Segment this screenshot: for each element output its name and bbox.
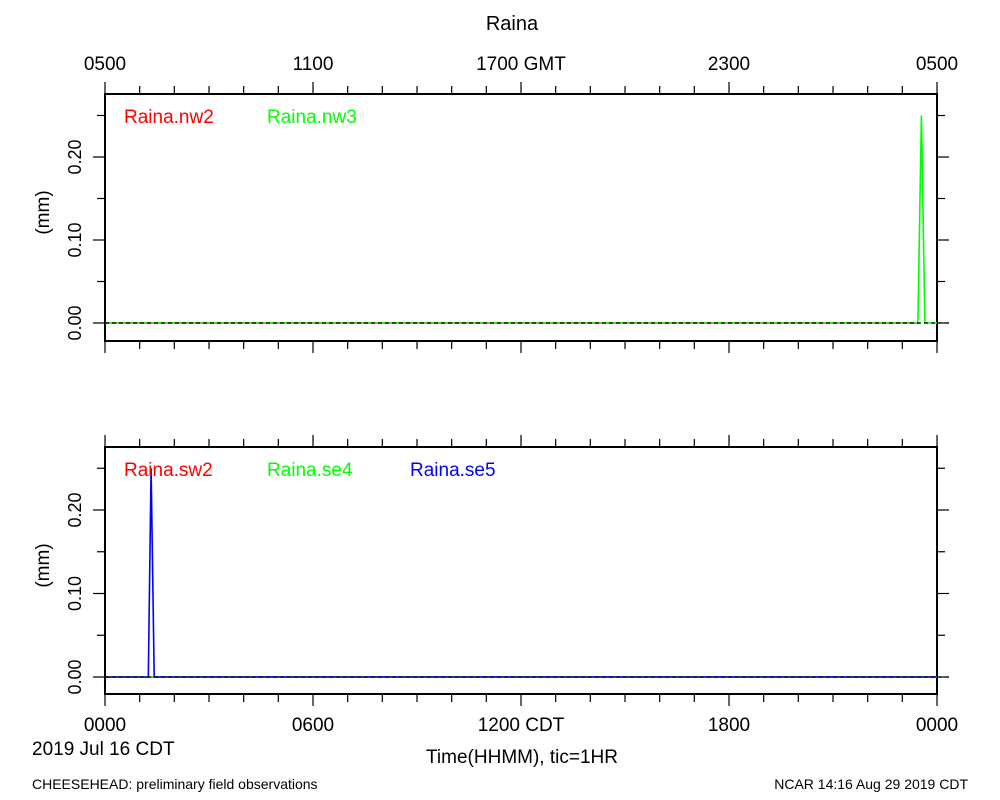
- series-line-Raina.se5: [105, 468, 937, 678]
- top-tick-label: 0500: [84, 54, 126, 75]
- plot-frame: [104, 93, 938, 342]
- y-tick-label: 0.00: [65, 659, 85, 694]
- bottom-tick-label: 0000: [916, 715, 958, 736]
- footer-right: NCAR 14:16 Aug 29 2019 CDT: [774, 776, 968, 792]
- footer-left: CHEESEHEAD: preliminary field observatio…: [32, 776, 318, 792]
- y-axis-label: (mm): [33, 190, 54, 234]
- bottom-tick-label: 1200 CDT: [478, 715, 565, 736]
- top-axis-tick-labels: 0500 1100 1700 GMT 2300 0500: [84, 54, 958, 75]
- series-line-Raina.nw3: [105, 115, 937, 324]
- y-tick-label: 0.00: [65, 305, 85, 340]
- date-label: 2019 Jul 16 CDT: [32, 739, 175, 760]
- panel-1: 0.00 0.10 0.20 (mm) Raina.nw2 Raina.nw3: [33, 82, 949, 353]
- panel-2: 0.00 0.10 0.20 (mm) Raina.sw2 Raina.se4 Raina.…: [33, 435, 949, 706]
- bottom-tick-label: 1800: [708, 715, 750, 736]
- y-tick-label: 0.10: [65, 222, 85, 257]
- chart-title: Raina: [486, 13, 539, 35]
- top-tick-label: 0500: [916, 54, 958, 75]
- top-tick-label: 1700 GMT: [476, 54, 566, 75]
- panels: 0.000.100.20(mm)Raina.nw2 Raina.nw30.000.…: [33, 82, 949, 706]
- y-tick-label: 0.10: [65, 576, 85, 611]
- y-tick-label: 0.20: [65, 492, 85, 527]
- legend-entry: Raina.se4: [267, 460, 353, 481]
- top-tick-label: 1100: [293, 54, 334, 75]
- x-axis-label: Time(HHMM), tic=1HR: [426, 747, 618, 768]
- plot-frame: [104, 446, 938, 695]
- legend-entry: Raina.nw2: [124, 107, 214, 128]
- y-tick-label: 0.20: [65, 139, 85, 174]
- legend-entry: Raina.sw2: [124, 460, 213, 481]
- y-axis-label: (mm): [33, 543, 54, 587]
- top-tick-label: 2300: [708, 54, 750, 75]
- bottom-axis-tick-labels: 0000 0600 1200 CDT 1800 0000: [84, 715, 958, 736]
- bottom-tick-label: 0600: [292, 715, 334, 736]
- legend-entry: Raina.se5: [410, 460, 496, 481]
- legend-entry: Raina.nw3: [267, 107, 357, 128]
- bottom-tick-label: 0000: [84, 715, 126, 736]
